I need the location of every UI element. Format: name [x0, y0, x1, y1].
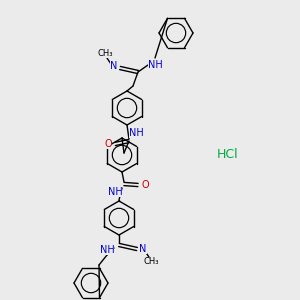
Text: NH: NH [100, 245, 114, 255]
Text: N: N [110, 61, 118, 71]
Text: CH₃: CH₃ [97, 49, 113, 58]
Text: HCl: HCl [217, 148, 239, 161]
Text: O: O [141, 180, 149, 190]
Text: NH: NH [108, 187, 122, 197]
Text: NH: NH [129, 128, 143, 138]
Text: N: N [139, 244, 147, 254]
Text: NH: NH [148, 60, 162, 70]
Text: O: O [104, 139, 112, 149]
Text: CH₃: CH₃ [143, 257, 159, 266]
